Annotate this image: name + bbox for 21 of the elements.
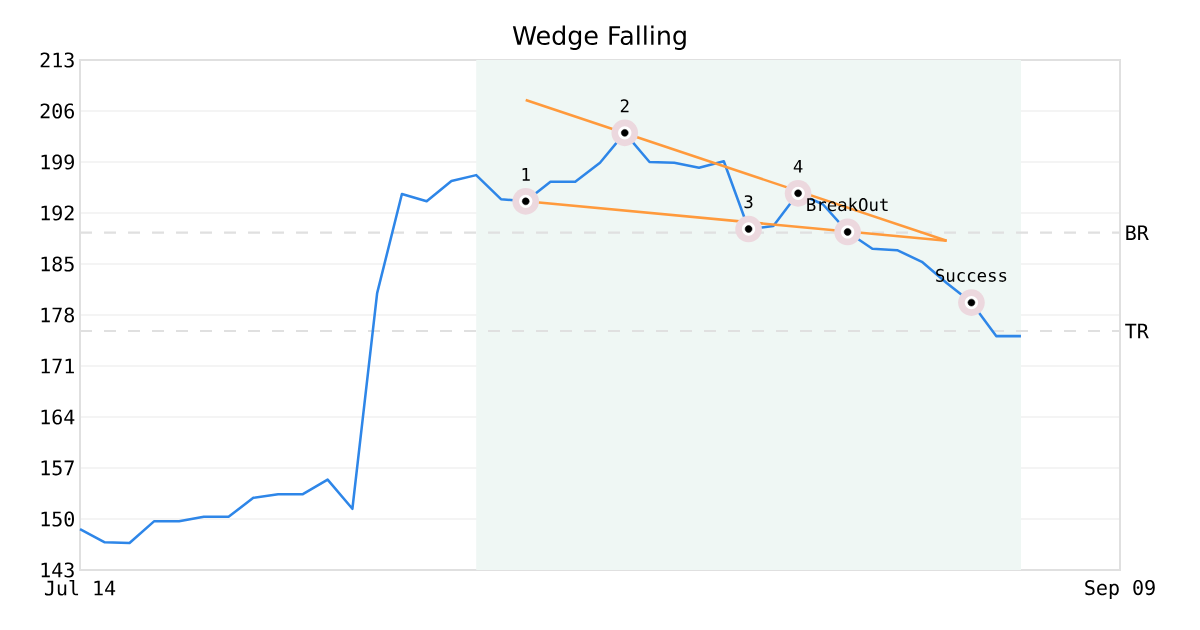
- y-tick-label: 164: [41, 409, 75, 425]
- annotation: Success: [936, 268, 1007, 282]
- ref-line-label: TR: [1125, 323, 1149, 339]
- y-tick-label: 143: [41, 562, 74, 578]
- x-tick-label: Sep 09: [1085, 580, 1155, 600]
- annotation: 1: [522, 168, 530, 181]
- y-tick-label: 192: [41, 205, 74, 221]
- y-tick-label: 157: [41, 460, 74, 476]
- y-tick-label: 150: [41, 511, 74, 527]
- annotation: 4: [793, 159, 803, 173]
- chart-title: Wedge Falling: [512, 25, 686, 50]
- y-tick-label: 199: [41, 154, 74, 170]
- annotation: 3: [744, 195, 753, 209]
- x-tick-label: Jul 14: [44, 580, 116, 596]
- ref-line-label: BR: [1126, 225, 1149, 240]
- annotation: 2: [620, 99, 629, 113]
- y-tick-label: 206: [40, 103, 74, 119]
- y-tick-label: 185: [41, 256, 74, 272]
- y-tick-label: 171: [41, 358, 74, 374]
- y-tick-label: 213: [40, 52, 74, 68]
- y-tick-label: 178: [41, 307, 74, 323]
